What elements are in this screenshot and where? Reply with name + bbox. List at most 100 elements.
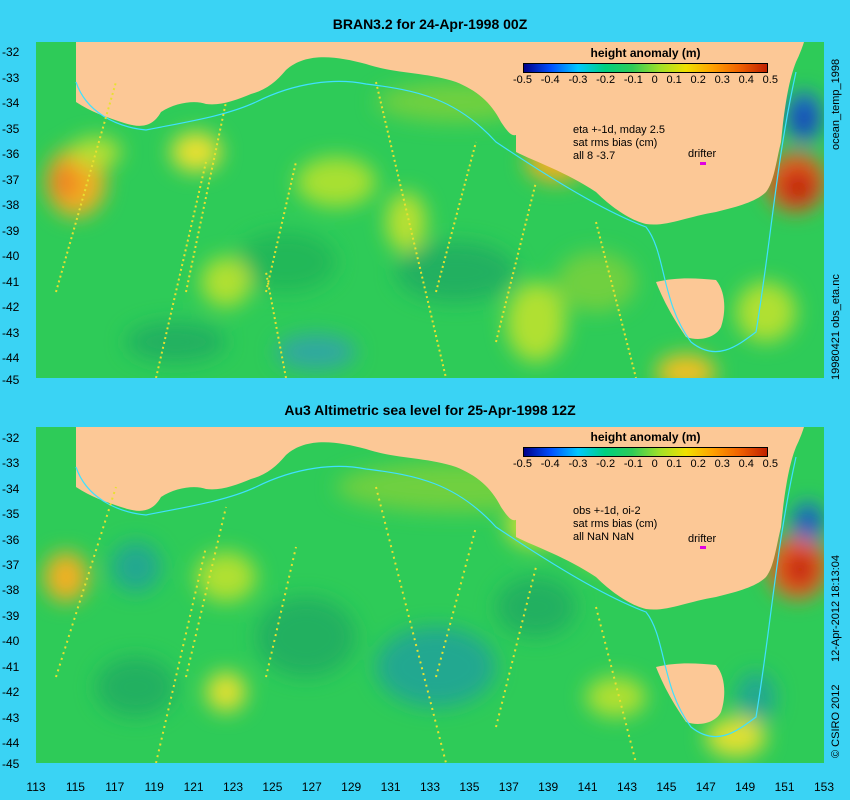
panel2-y-tick: -44 <box>2 736 20 750</box>
panel1-y-tick: -43 <box>2 326 20 340</box>
legend-tick: 0.3 <box>714 74 730 86</box>
x-tick: 125 <box>262 780 283 794</box>
legend-tick: -0.3 <box>568 74 588 86</box>
panel1-satellite-tracks <box>55 81 637 378</box>
legend-tick: -0.2 <box>596 458 616 470</box>
panel2-y-tick: -33 <box>2 456 20 470</box>
panel2-y-tick: -41 <box>2 660 20 674</box>
panel1-title: BRAN3.2 for 24-Apr-1998 00Z <box>332 16 528 32</box>
panel2-y-tick: -32 <box>2 431 20 445</box>
panel2-map <box>36 427 824 763</box>
panel2-legend-title: height anomaly (m) <box>590 430 701 444</box>
panel2-y-tick: -37 <box>2 558 20 572</box>
panel1-y-tick: -41 <box>2 275 20 289</box>
panel1-drifter-label: drifter <box>688 148 717 160</box>
panel1-y-tick: -38 <box>2 198 20 212</box>
x-tick: 135 <box>459 780 480 794</box>
legend-tick: 0.1 <box>666 74 682 86</box>
annotation-line: all NaN NaN <box>573 531 635 543</box>
panel1-y-tick: -32 <box>2 45 20 59</box>
panel2-y-tick: -38 <box>2 583 20 597</box>
x-tick: 139 <box>538 780 559 794</box>
panel2-y-tick: -43 <box>2 711 20 725</box>
x-tick: 121 <box>183 780 204 794</box>
panel1-y-tick: -42 <box>2 300 20 314</box>
x-tick: 129 <box>341 780 362 794</box>
legend-tick: -0.5 <box>513 458 532 470</box>
legend-tick: 0.3 <box>714 458 730 470</box>
panel1-y-tick: -45 <box>2 373 20 387</box>
panel2-drifter-label: drifter <box>688 533 717 545</box>
panel1-side-label-bottom: 19980421 obs_eta.nc <box>830 274 842 380</box>
panel1-annotation: eta +-1d, mday 2.5 sat rms bias (cm) all… <box>573 124 665 163</box>
panel1-anomaly-field <box>46 82 824 378</box>
x-tick: 115 <box>65 780 85 794</box>
legend-tick: 0.4 <box>738 458 754 470</box>
x-tick: 151 <box>774 780 795 794</box>
panel1-y-tick: -36 <box>2 147 20 161</box>
panel1-legend: height anomaly (m) -0.5 -0.4 -0.3 -0.2 -… <box>513 46 778 86</box>
panel2-y-tick: -34 <box>2 482 20 496</box>
panel2-side-timestamp: 12-Apr-2012 18:13:04 <box>830 554 842 662</box>
panel2-title: Au3 Altimetric sea level for 25-Apr-1998… <box>284 402 576 418</box>
x-tick: 137 <box>498 780 519 794</box>
x-tick: 143 <box>616 780 638 794</box>
panel2-drifter-marker <box>700 546 706 549</box>
x-tick: 149 <box>735 780 756 794</box>
legend-tick: -0.5 <box>513 74 532 86</box>
panel1-y-tick: -37 <box>2 173 20 187</box>
panel1-legend-ticks: -0.5 -0.4 -0.3 -0.2 -0.1 0 0.1 0.2 0.3 0… <box>513 74 778 86</box>
panel1-y-tick: -44 <box>2 351 20 365</box>
panel2-side-copyright: © CSIRO 2012 <box>830 684 842 758</box>
panel1-map <box>36 42 824 378</box>
panel1-legend-title: height anomaly (m) <box>590 46 701 60</box>
x-tick: 117 <box>105 780 125 794</box>
panel2-y-tick: -36 <box>2 533 20 547</box>
annotation-line: sat rms bias (cm) <box>573 137 658 149</box>
x-tick: 119 <box>144 780 164 794</box>
panel2-y-tick: -42 <box>2 685 20 699</box>
legend-tick: 0 <box>651 458 658 470</box>
legend-tick: 0.2 <box>690 74 706 86</box>
x-tick: 145 <box>656 780 677 794</box>
legend-tick: -0.4 <box>540 458 560 470</box>
panel2-y-tick: -39 <box>2 609 20 623</box>
panel2-legend-ticks: -0.5 -0.4 -0.3 -0.2 -0.1 0 0.1 0.2 0.3 0… <box>513 458 778 470</box>
annotation-line: eta +-1d, mday 2.5 <box>573 124 666 136</box>
annotation-line: sat rms bias (cm) <box>573 518 658 530</box>
panel1-y-tick: -40 <box>2 249 20 263</box>
x-tick: 113 <box>26 780 46 794</box>
panel2-satellite-tracks <box>55 486 637 763</box>
panel1-y-tick: -39 <box>2 224 20 238</box>
panel2-annotation: obs +-1d, oi-2 sat rms bias (cm) all NaN… <box>573 505 657 544</box>
legend-tick: 0.5 <box>762 74 778 86</box>
legend-tick: -0.4 <box>540 74 560 86</box>
legend-tick: 0 <box>651 74 658 86</box>
panel1-drifter-marker <box>700 162 706 165</box>
legend-tick: 0.4 <box>738 74 754 86</box>
panel2-shelf-contour <box>75 456 797 738</box>
x-tick: 123 <box>222 780 244 794</box>
panel2-y-tick: -35 <box>2 507 20 521</box>
panel1-colorbar <box>523 63 768 73</box>
x-tick: 127 <box>301 780 322 794</box>
panel2-colorbar <box>523 447 768 457</box>
annotation-line: obs +-1d, oi-2 <box>573 505 641 517</box>
panel2-y-tick: -40 <box>2 634 20 648</box>
x-tick: 147 <box>695 780 716 794</box>
panel1-shelf-contour <box>75 71 797 353</box>
panel1-land <box>76 42 804 339</box>
x-tick: 131 <box>380 780 401 794</box>
panel1-y-tick: -34 <box>2 96 20 110</box>
panel1-y-tick: -33 <box>2 71 20 85</box>
legend-tick: -0.1 <box>623 74 643 86</box>
panel1-side-label-top: ocean_temp_1998 <box>830 58 842 150</box>
x-tick: 153 <box>813 780 835 794</box>
legend-tick: -0.3 <box>568 458 588 470</box>
x-tick: 141 <box>577 780 598 794</box>
legend-tick: 0.2 <box>690 458 706 470</box>
panel2-y-tick: -45 <box>2 757 20 771</box>
annotation-line: all 8 -3.7 <box>573 150 616 162</box>
legend-tick: -0.1 <box>623 458 643 470</box>
legend-tick: 0.1 <box>666 458 682 470</box>
